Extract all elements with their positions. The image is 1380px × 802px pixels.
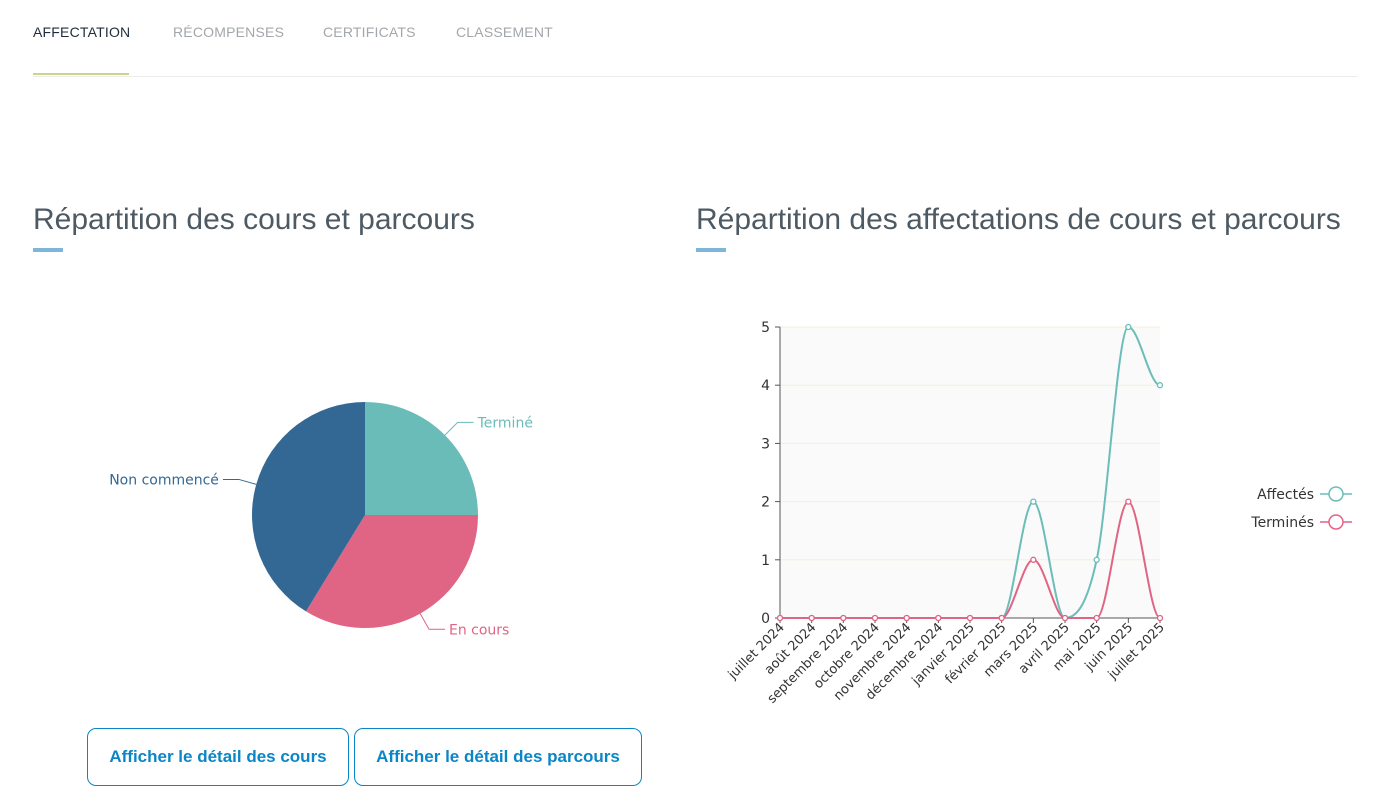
series-point-termines: [1093, 614, 1100, 622]
series-point-termines: [1030, 556, 1037, 563]
pie-label-termine: Terminé: [477, 415, 533, 431]
active-tab-indicator: [33, 73, 129, 75]
series-point-termines: [1061, 614, 1069, 622]
series-point-affectes: [1125, 323, 1132, 331]
legend-marker-termines: [1328, 514, 1344, 530]
ytick-label-5: 5: [761, 320, 770, 336]
series-point-termines: [840, 614, 847, 622]
series-point-termines: [871, 614, 879, 622]
ytick-label-3: 3: [761, 436, 770, 452]
pie-leader-en-cours: [419, 613, 446, 630]
series-point-termines: [1156, 614, 1164, 622]
tab-bar: AFFECTATION RÉCOMPENSES CERTIFICATS CLAS…: [33, 0, 1358, 77]
series-point-termines: [1125, 498, 1132, 505]
legend-label-termines: Terminés: [1250, 515, 1314, 531]
pie-leader-termine: [444, 421, 474, 436]
line-section-title: Répartition des affectations de cours et…: [696, 203, 1341, 236]
series-point-termines: [776, 614, 784, 622]
series-point-termines: [935, 614, 942, 622]
legend-marker-affectes: [1328, 486, 1344, 502]
pie-section-title: Répartition des cours et parcours: [33, 203, 475, 236]
pie-slice-termine: [365, 402, 478, 515]
ytick-label-2: 2: [761, 495, 770, 511]
legend-label-affectes: Affectés: [1257, 487, 1314, 503]
tab-affectation[interactable]: AFFECTATION: [33, 24, 131, 40]
pie-slice-non-commence: [252, 402, 365, 612]
tab-recompenses[interactable]: RÉCOMPENSES: [173, 24, 285, 40]
pie-slice-en-cours: [305, 515, 478, 628]
plot-area: [780, 327, 1160, 618]
pie-leader-non-commence: [222, 478, 257, 485]
series-point-termines: [903, 614, 910, 622]
ytick-label-4: 4: [761, 378, 770, 394]
pie-chart: Terminé En cours Non commencé: [109, 402, 533, 638]
series-point-affectes: [1093, 556, 1100, 563]
series-point-affectes: [1156, 382, 1164, 389]
paths-detail-button[interactable]: Afficher le détail des parcours: [354, 728, 642, 786]
series-point-termines: [998, 614, 1005, 622]
courses-detail-button[interactable]: Afficher le détail des cours: [87, 728, 349, 786]
series-point-termines: [966, 614, 974, 622]
ytick-label-0: 0: [761, 611, 770, 627]
tab-certificats[interactable]: CERTIFICATS: [323, 24, 416, 40]
ytick-label-1: 1: [761, 553, 770, 569]
series-point-affectes: [1030, 498, 1037, 505]
line-title-underline: [696, 248, 726, 252]
pie-title-underline: [33, 248, 63, 252]
tab-classement[interactable]: CLASSEMENT: [456, 24, 553, 40]
series-point-termines: [808, 614, 815, 622]
pie-label-en-cours: En cours: [449, 622, 509, 638]
pie-label-non-commence: Non commencé: [109, 472, 219, 488]
